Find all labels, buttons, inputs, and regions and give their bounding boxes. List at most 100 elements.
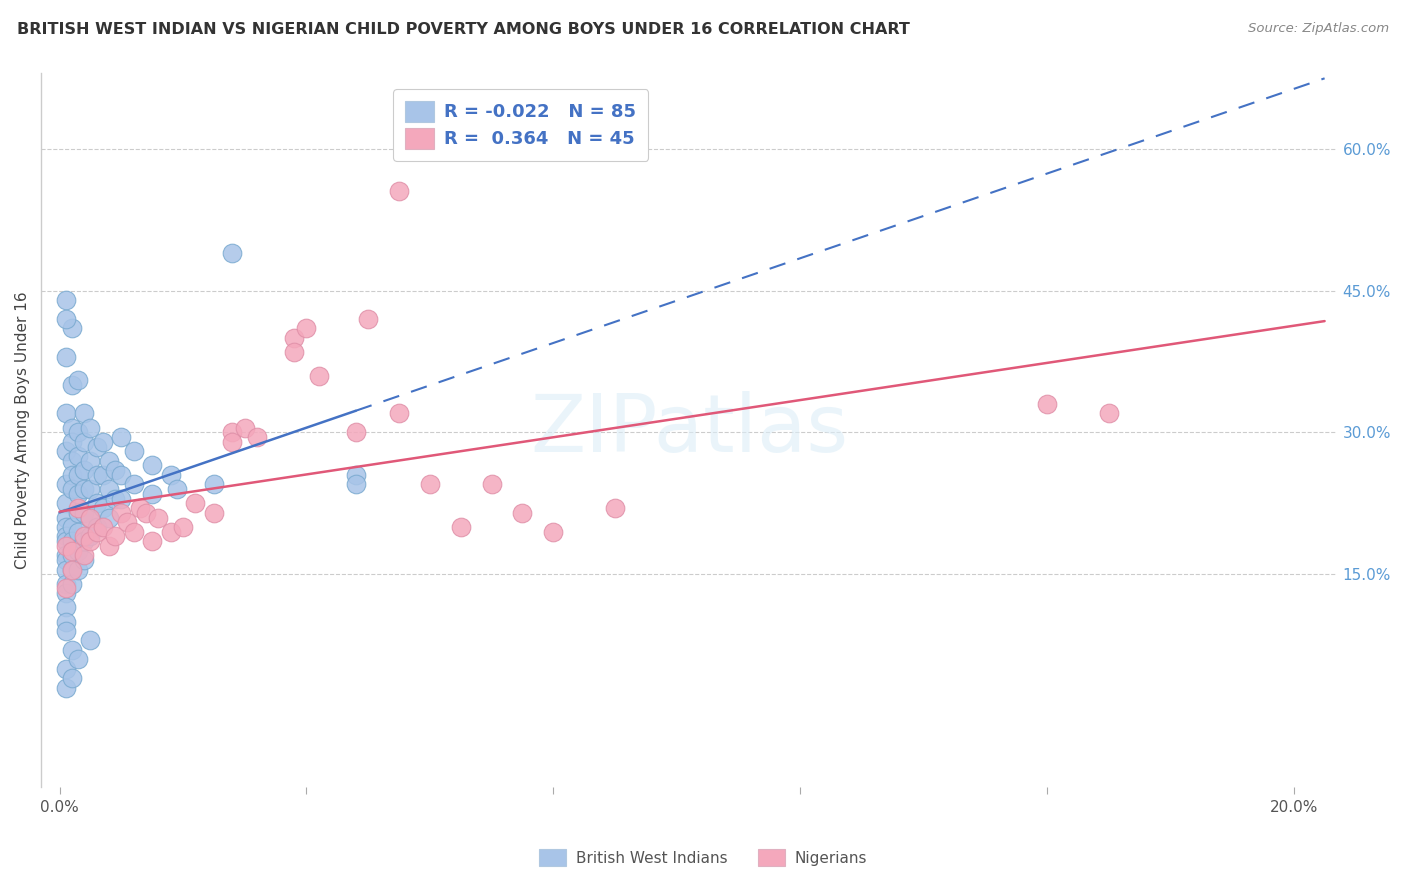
Point <box>202 477 225 491</box>
Point <box>221 434 243 449</box>
Point <box>135 506 157 520</box>
Point <box>481 477 503 491</box>
Point <box>233 420 256 434</box>
Point <box>55 681 77 695</box>
Point <box>67 562 90 576</box>
Point <box>60 549 83 563</box>
Text: ZIPatlas: ZIPatlas <box>530 391 848 469</box>
Point <box>110 467 132 482</box>
Point <box>60 543 83 558</box>
Point <box>60 454 83 468</box>
Point <box>60 562 83 576</box>
Point <box>98 482 121 496</box>
Legend: R = -0.022   N = 85, R =  0.364   N = 45: R = -0.022 N = 85, R = 0.364 N = 45 <box>392 89 648 161</box>
Point <box>60 378 83 392</box>
Point <box>79 454 101 468</box>
Point <box>172 520 194 534</box>
Point <box>60 671 83 685</box>
Point <box>67 467 90 482</box>
Point <box>308 368 330 383</box>
Point <box>450 520 472 534</box>
Point <box>91 501 114 516</box>
Y-axis label: Child Poverty Among Boys Under 16: Child Poverty Among Boys Under 16 <box>15 291 30 569</box>
Point <box>55 407 77 421</box>
Point <box>128 501 150 516</box>
Point <box>1097 407 1119 421</box>
Point <box>60 434 83 449</box>
Point <box>184 496 207 510</box>
Point <box>122 477 145 491</box>
Point <box>159 467 181 482</box>
Point <box>73 529 96 543</box>
Point <box>60 467 83 482</box>
Point <box>117 515 139 529</box>
Point <box>55 586 77 600</box>
Point <box>86 524 108 539</box>
Point <box>110 491 132 506</box>
Point <box>91 467 114 482</box>
Point <box>73 553 96 567</box>
Point <box>603 501 626 516</box>
Point <box>86 440 108 454</box>
Point <box>67 425 90 440</box>
Point <box>141 487 163 501</box>
Point <box>55 662 77 676</box>
Point <box>86 520 108 534</box>
Point <box>55 444 77 458</box>
Point <box>60 534 83 549</box>
Point <box>67 652 90 666</box>
Legend: British West Indians, Nigerians: British West Indians, Nigerians <box>530 839 876 875</box>
Point <box>55 553 77 567</box>
Point <box>55 529 77 543</box>
Point <box>55 539 77 553</box>
Point <box>388 184 411 198</box>
Point <box>91 520 114 534</box>
Point <box>55 582 77 596</box>
Point <box>73 534 96 549</box>
Point <box>344 467 367 482</box>
Point <box>55 477 77 491</box>
Point <box>79 510 101 524</box>
Point <box>283 331 305 345</box>
Point <box>122 444 145 458</box>
Point <box>166 482 188 496</box>
Point <box>141 458 163 473</box>
Point <box>98 454 121 468</box>
Point <box>344 477 367 491</box>
Point <box>55 534 77 549</box>
Point <box>79 420 101 434</box>
Point <box>141 534 163 549</box>
Point <box>283 345 305 359</box>
Point <box>104 463 127 477</box>
Point <box>55 311 77 326</box>
Point <box>91 434 114 449</box>
Point <box>60 321 83 335</box>
Point <box>55 615 77 629</box>
Point <box>73 407 96 421</box>
Point <box>67 524 90 539</box>
Point <box>55 496 77 510</box>
Point <box>60 420 83 434</box>
Point <box>73 434 96 449</box>
Point <box>60 643 83 657</box>
Point <box>67 487 90 501</box>
Point <box>110 506 132 520</box>
Point <box>104 529 127 543</box>
Point <box>104 491 127 506</box>
Point <box>79 633 101 648</box>
Point <box>148 510 170 524</box>
Point <box>73 506 96 520</box>
Point <box>295 321 318 335</box>
Point <box>60 482 83 496</box>
Point <box>67 449 90 463</box>
Point <box>79 529 101 543</box>
Point <box>67 501 90 516</box>
Point <box>86 496 108 510</box>
Point <box>221 425 243 440</box>
Point <box>60 576 83 591</box>
Text: BRITISH WEST INDIAN VS NIGERIAN CHILD POVERTY AMONG BOYS UNDER 16 CORRELATION CH: BRITISH WEST INDIAN VS NIGERIAN CHILD PO… <box>17 22 910 37</box>
Point <box>246 430 269 444</box>
Point <box>55 624 77 638</box>
Point <box>67 373 90 387</box>
Point <box>98 510 121 524</box>
